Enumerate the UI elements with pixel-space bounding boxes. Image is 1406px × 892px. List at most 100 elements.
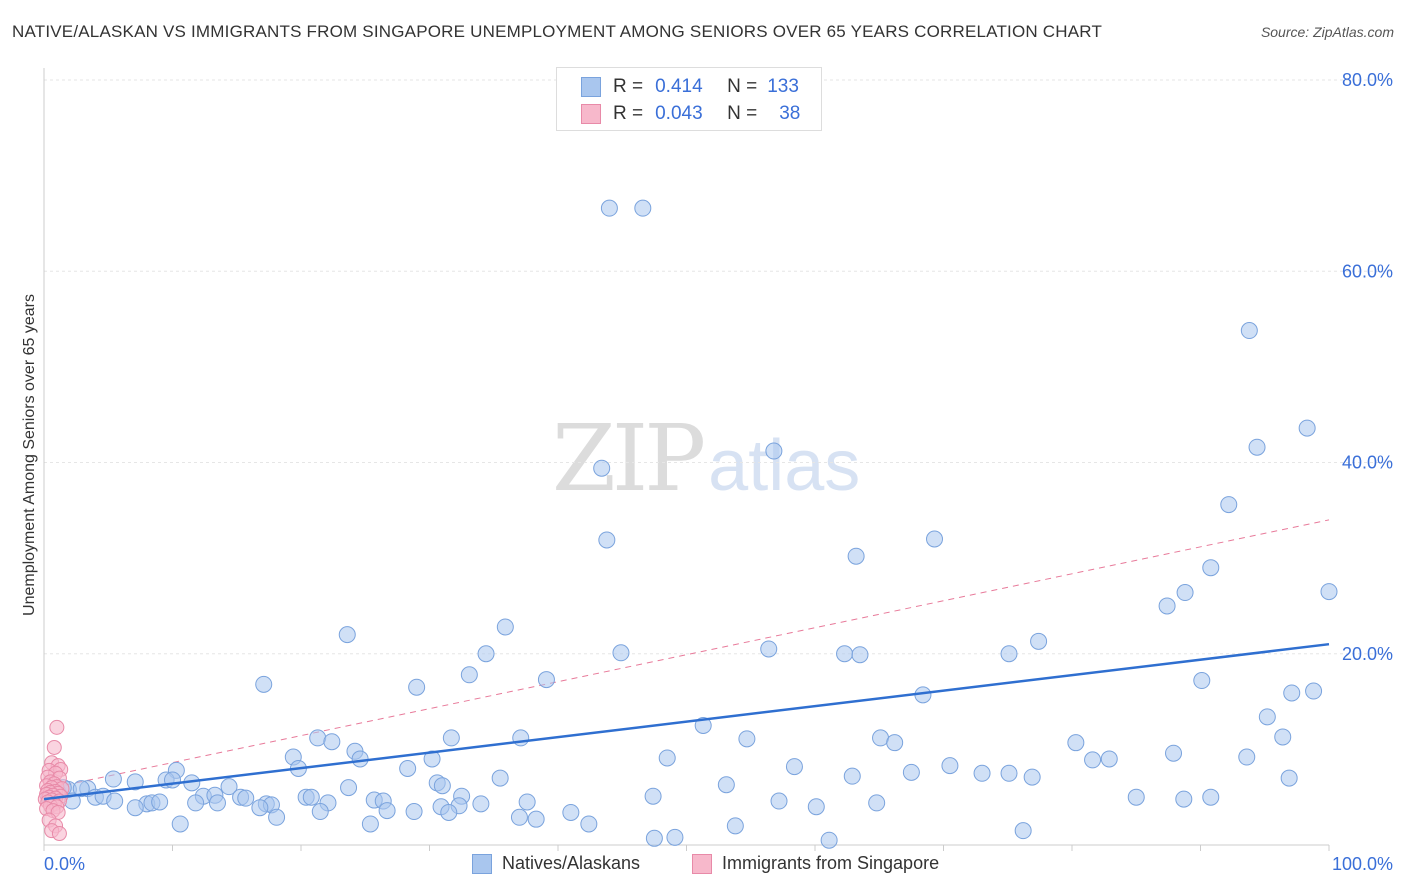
trendline-singapore (43, 519, 1330, 791)
data-point-natives (340, 779, 358, 797)
data-point-natives (268, 808, 286, 826)
data-point-natives (433, 777, 451, 795)
data-point-natives (1274, 728, 1292, 746)
legend-n-value: 133 (767, 76, 799, 97)
x-tick-label: 0.0% (44, 854, 85, 874)
data-point-natives (472, 795, 490, 813)
data-point-natives (847, 547, 865, 565)
data-point-natives (644, 787, 662, 805)
legend-swatch-blue (581, 77, 601, 97)
data-point-natives (104, 770, 122, 788)
data-point-natives (836, 645, 854, 663)
legend-swatch-pink (581, 104, 601, 124)
data-point-natives (770, 792, 788, 810)
data-point-natives (807, 798, 825, 816)
data-point-natives (1084, 751, 1102, 769)
data-point-natives (1000, 764, 1018, 782)
legend-row-singapore: R = 0.043 N = 38 (581, 102, 800, 126)
data-point-natives (477, 645, 495, 663)
data-point-natives (926, 530, 944, 548)
legend-r-label: R = (613, 103, 644, 124)
series-swatch-pink (692, 853, 712, 874)
legend-r-label: R = (613, 76, 644, 97)
data-point-natives (820, 831, 838, 849)
legend-n-value: 38 (779, 103, 801, 124)
data-point-natives (612, 644, 630, 662)
data-point-natives (902, 763, 920, 781)
data-point-natives (872, 729, 890, 747)
y-tick-label: 20.0% (1342, 644, 1393, 664)
data-point-natives (527, 810, 545, 828)
data-point-natives (973, 764, 991, 782)
data-point-natives (738, 730, 756, 748)
x-tick-label: 100.0% (1332, 854, 1393, 874)
data-point-natives (941, 757, 959, 775)
data-point-natives (886, 734, 904, 752)
data-point-natives (1193, 672, 1211, 690)
data-point-natives (645, 829, 663, 847)
source-label: Source: ZipAtlas.com (1260, 24, 1394, 40)
data-point-natives (1202, 788, 1220, 806)
data-point-natives (187, 794, 205, 812)
data-point-natives (1000, 645, 1018, 663)
legend-r-value: 0.043 (655, 103, 703, 124)
data-point-natives (1240, 322, 1258, 340)
data-point-natives (338, 626, 356, 644)
data-point-natives (1320, 583, 1338, 601)
data-point-natives (1158, 597, 1176, 615)
data-point-natives (1258, 708, 1276, 726)
data-point-natives (1280, 769, 1298, 787)
data-point-natives (785, 758, 803, 776)
data-point-natives (1298, 419, 1316, 437)
data-point-natives (361, 815, 379, 833)
data-point-natives (405, 803, 423, 821)
data-point-singapore (46, 739, 62, 755)
data-point-natives (220, 778, 238, 796)
data-point-natives (496, 618, 514, 636)
data-point-natives (323, 733, 341, 751)
data-point-natives (593, 459, 611, 477)
data-point-natives (868, 794, 886, 812)
data-point-natives (1202, 559, 1220, 577)
y-tick-label: 80.0% (1342, 70, 1393, 90)
legend-n-label: N = (727, 103, 758, 124)
chart-title: NATIVE/ALASKAN VS IMMIGRANTS FROM SINGAP… (12, 22, 1103, 41)
data-point-natives (351, 750, 369, 768)
legend-n-label: N = (727, 76, 758, 97)
series-name-singapore: Immigrants from Singapore (722, 853, 940, 873)
data-point-natives (666, 828, 684, 846)
legend-r-value: 0.414 (655, 76, 703, 97)
data-point-natives (1100, 750, 1118, 768)
data-point-natives (1030, 632, 1048, 650)
data-point-natives (717, 776, 735, 794)
data-point-natives (255, 675, 273, 693)
data-point-natives (440, 803, 458, 821)
trendline-natives (43, 642, 1330, 801)
data-point-natives (423, 750, 441, 768)
data-point-natives (1238, 748, 1256, 766)
series-swatch-blue (472, 853, 492, 874)
data-point-natives (208, 794, 226, 812)
data-point-natives (634, 199, 652, 217)
data-point-natives (1176, 584, 1194, 602)
data-point-singapore (49, 719, 65, 735)
data-point-natives (537, 671, 555, 689)
data-point-natives (843, 767, 861, 785)
data-point-natives (311, 803, 329, 821)
series-name-natives: Natives/Alaskans (502, 853, 641, 873)
data-point-natives (408, 678, 426, 696)
series-legend-singapore: Immigrants from Singapore (692, 853, 939, 874)
data-point-natives (309, 729, 327, 747)
y-tick-label: 40.0% (1342, 453, 1393, 473)
data-point-natives (1165, 744, 1183, 762)
data-point-natives (760, 640, 778, 658)
legend-row-natives: R = 0.414 N = 133 (581, 75, 799, 99)
data-point-natives (694, 716, 712, 734)
data-point-natives (151, 793, 169, 811)
data-point-natives (171, 815, 189, 833)
data-point-natives (442, 729, 460, 747)
data-point-natives (460, 666, 478, 684)
series-legend: Natives/Alaskans Immigrants from Singapo… (0, 853, 1406, 877)
data-point-natives (126, 773, 144, 791)
